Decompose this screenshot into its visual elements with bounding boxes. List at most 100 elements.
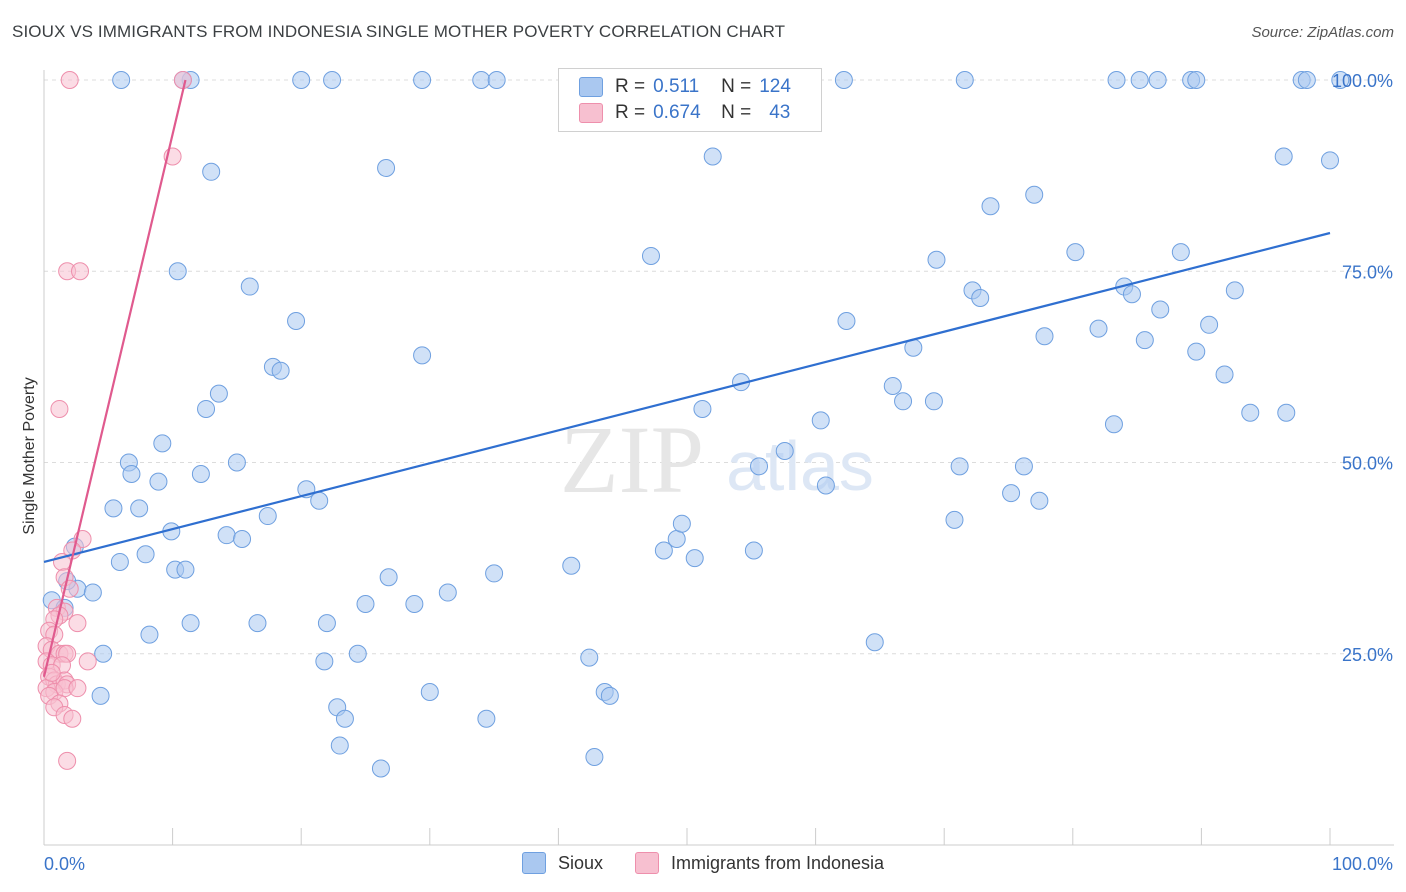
sioux-point — [176, 560, 195, 579]
indonesia-point — [78, 652, 97, 671]
sioux-point — [271, 361, 290, 380]
y-tick-label: 100.0% — [1332, 71, 1393, 91]
sioux-point — [323, 71, 342, 89]
sioux-point — [485, 564, 504, 583]
sioux-point — [1104, 415, 1123, 434]
sioux-point — [641, 246, 660, 265]
sioux-point — [438, 583, 457, 602]
sioux-point — [744, 541, 763, 560]
sioux-point — [191, 464, 210, 483]
sioux-point — [703, 147, 722, 166]
sioux-point — [1035, 327, 1054, 346]
sioux-point — [371, 759, 390, 778]
sioux-point — [883, 377, 902, 395]
sioux-point — [472, 71, 491, 89]
trend-lines — [42, 79, 1331, 677]
sioux-point — [1066, 243, 1085, 262]
legend-row-sioux: R = 0.511 N = 124 — [579, 74, 791, 100]
sioux-point — [240, 277, 259, 296]
sioux-point — [834, 71, 853, 89]
sioux-point — [487, 71, 506, 89]
series-legend-indonesia: Immigrants from Indonesia — [634, 852, 885, 874]
series-swatch-sioux — [521, 852, 546, 874]
sioux-point — [348, 644, 367, 663]
sioux-point — [775, 442, 794, 461]
sioux-point — [405, 595, 424, 614]
sioux-point — [1215, 365, 1234, 384]
sioux-point — [83, 583, 102, 602]
y-tick-label: 75.0% — [1342, 262, 1393, 282]
correlation-legend: R = 0.511 N = 124 R = 0.674 N = 43 — [558, 68, 822, 132]
indonesia-trend-line — [42, 79, 187, 677]
sioux-point — [1187, 342, 1206, 361]
sioux-point — [110, 552, 129, 571]
sioux-point — [837, 311, 856, 330]
sioux-point — [927, 250, 946, 269]
source-label: Source: ZipAtlas.com — [1251, 24, 1394, 41]
sioux-point — [335, 709, 354, 728]
sioux-point — [377, 158, 396, 177]
sioux-point — [1321, 151, 1339, 170]
y-axis-label: Single Mother Poverty — [21, 377, 38, 535]
sioux-point — [1089, 319, 1108, 338]
sioux-point — [379, 568, 398, 587]
sioux-point — [227, 453, 246, 472]
legend-r-value: 0.511 — [653, 76, 700, 97]
sioux-point — [413, 346, 432, 365]
watermark-zip: ZIP — [560, 406, 704, 513]
sioux-point — [1130, 71, 1149, 89]
sioux-trend-line — [43, 231, 1331, 564]
indonesia-points — [37, 71, 192, 770]
sioux-point — [981, 197, 1000, 216]
sioux-point — [292, 71, 311, 89]
sioux-point — [672, 514, 691, 533]
sioux-point — [1277, 403, 1296, 422]
sioux-point — [197, 399, 216, 418]
sioux-point — [971, 289, 990, 308]
legend-row-indonesia: R = 0.674 N = 43 — [579, 100, 790, 126]
series-label-sioux: Sioux — [557, 852, 603, 873]
sioux-point — [562, 556, 581, 575]
sioux-point — [685, 549, 704, 568]
indonesia-point — [68, 679, 87, 698]
sioux-point — [104, 499, 123, 518]
sioux-point — [1274, 147, 1293, 166]
sioux-point — [140, 625, 159, 644]
sioux-point — [130, 499, 149, 518]
x-tick-label: 100.0% — [1332, 854, 1393, 874]
sioux-point — [217, 526, 236, 545]
sioux-point — [1171, 243, 1190, 262]
legend-swatch-sioux — [579, 77, 603, 97]
sioux-point — [1187, 71, 1206, 89]
sioux-point — [1135, 331, 1154, 350]
sioux-point — [356, 595, 375, 614]
sioux-point — [153, 434, 172, 453]
x-tick-label: 0.0% — [44, 854, 85, 874]
series-label-indonesia: Immigrants from Indonesia — [670, 852, 885, 873]
watermark-atlas: atlas — [726, 427, 874, 505]
indonesia-point — [71, 262, 90, 281]
sioux-point — [202, 162, 221, 181]
legend-r-label: R = — [615, 102, 646, 123]
indonesia-point — [58, 751, 77, 770]
sioux-point — [894, 392, 913, 411]
tick-labels: 25.0% 50.0% 75.0% 100.0% 0.0% 100.0% — [44, 71, 1393, 874]
sioux-point — [955, 71, 974, 89]
sioux-point — [287, 311, 306, 330]
legend-n-value: 124 — [759, 76, 791, 97]
legend-n-value: 43 — [769, 102, 791, 123]
y-tick-label: 50.0% — [1342, 454, 1393, 474]
sioux-point — [693, 399, 712, 418]
sioux-point — [1148, 71, 1167, 89]
sioux-point — [248, 614, 267, 633]
sioux-point — [209, 384, 228, 403]
series-legend: Sioux Immigrants from Indonesia — [0, 852, 1406, 874]
sioux-point — [950, 457, 969, 476]
sioux-point — [413, 71, 432, 89]
indonesia-point — [50, 399, 69, 418]
sioux-point — [580, 648, 599, 667]
sioux-point — [654, 541, 673, 560]
sioux-point — [310, 491, 329, 510]
sioux-point — [122, 464, 141, 483]
